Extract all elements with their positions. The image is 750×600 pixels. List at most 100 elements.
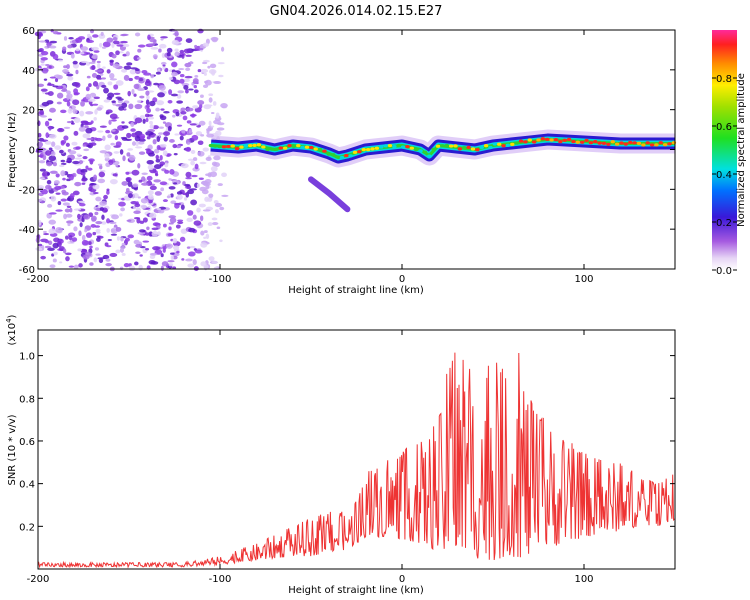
- spectrogram-noise-speckle: [160, 265, 164, 271]
- snr-xtick-label: -200: [27, 574, 50, 585]
- signal-peak-marker: [483, 143, 489, 148]
- spectrogram-noise-speckle: [167, 125, 172, 132]
- spectrogram-noise-speckle: [121, 242, 126, 246]
- spectrogram-noise-speckle: [162, 246, 167, 250]
- spectrogram-noise-speckle: [141, 176, 146, 182]
- spectrogram-noise-speckle: [121, 181, 128, 186]
- spectrogram-noise-speckle: [134, 117, 143, 124]
- spectrogram-noise-speckle: [97, 62, 101, 69]
- spectrogram-noise-speckle: [103, 87, 109, 94]
- spectrogram-noise-speckle: [87, 98, 96, 102]
- spectrogram-noise-speckle: [202, 59, 210, 63]
- spectrogram-noise-speckle: [68, 174, 74, 181]
- spectrogram-noise-speckle: [156, 207, 161, 211]
- spectrogram-noise-speckle: [73, 208, 82, 211]
- signal-peak-marker: [466, 145, 471, 149]
- spectrogram-noise-speckle: [48, 125, 52, 131]
- spectrogram-noise-speckle: [153, 148, 160, 154]
- spectrogram-noise-speckle: [176, 194, 183, 200]
- spectrogram-noise-speckle: [72, 63, 80, 69]
- spectrogram-noise-speckle: [55, 173, 60, 178]
- signal-peak-marker: [444, 143, 449, 148]
- snr-ylabel: SNR (10 * v/v): [7, 414, 18, 485]
- spectrogram-noise-speckle: [180, 163, 189, 169]
- spectrogram-noise-speckle: [111, 42, 115, 48]
- signal-peak-marker: [658, 141, 664, 145]
- spectrogram-noise-speckle: [79, 110, 85, 117]
- spectrogram-noise-speckle: [49, 76, 56, 79]
- spectrogram-noise-speckle: [161, 52, 166, 58]
- spectrogram-noise-speckle: [49, 264, 56, 269]
- spectrogram-noise-speckle: [78, 36, 86, 40]
- spectrogram-noise-speckle: [91, 73, 98, 78]
- spectrogram-noise-speckle: [200, 134, 205, 137]
- spectrogram-xlabel: Height of straight line (km): [288, 285, 424, 296]
- spectrogram-noise-speckle: [184, 75, 193, 79]
- spectrogram-noise-speckle: [93, 50, 100, 53]
- spectrogram-noise-speckle: [176, 124, 183, 127]
- spectrogram-noise-speckle: [89, 245, 93, 249]
- spectrogram-noise-speckle: [179, 74, 185, 78]
- spectrogram-noise-speckle: [160, 253, 164, 258]
- spectrogram-noise-speckle: [182, 115, 188, 121]
- spectrogram-noise-speckle: [60, 109, 67, 114]
- spectrogram-noise-speckle: [168, 263, 174, 267]
- spectrogram-noise-speckle: [168, 222, 174, 225]
- spectrogram-noise-speckle: [105, 263, 112, 267]
- spectrogram-noise-speckle: [54, 185, 62, 191]
- spectrogram-noise-speckle: [133, 239, 140, 245]
- signal-peak-marker: [383, 144, 388, 148]
- spectrogram-noise-speckle: [216, 127, 225, 131]
- spectrogram-noise-speckle: [135, 251, 141, 255]
- spectrogram-noise-speckle: [138, 264, 143, 271]
- spectrogram-noise-speckle: [60, 139, 67, 145]
- spectrogram-noise-speckle: [130, 122, 135, 127]
- spectrogram-noise-speckle: [112, 37, 118, 41]
- spectrogram-noise-speckle: [199, 215, 204, 222]
- spectrogram-noise-speckle: [104, 152, 110, 159]
- spectrogram-noise-speckle: [133, 210, 141, 214]
- signal-peak-marker: [606, 142, 611, 146]
- spectrogram-noise-speckle: [79, 222, 83, 228]
- spectrogram-noise-speckle: [48, 219, 57, 225]
- spectrogram-noise-speckle: [170, 200, 177, 205]
- spectrogram-noise-speckle: [92, 231, 97, 236]
- spectrogram-noise-speckle: [146, 135, 151, 140]
- spectrogram-ytick-label: -60: [19, 265, 35, 276]
- colorbar: 0.0 0.2 0.4 0.6 0.8 Normalized spectral ampl…: [712, 30, 747, 277]
- spectrogram-noise-speckle: [109, 59, 114, 63]
- spectrogram-noise-speckle: [194, 75, 199, 78]
- spectrogram-noise-speckle: [93, 174, 98, 181]
- spectrogram-noise-speckle: [194, 44, 198, 49]
- spectrogram-noise-speckle: [210, 36, 219, 41]
- spectrogram-noise-speckle: [95, 221, 103, 225]
- spectrogram-noise-speckle: [146, 159, 154, 165]
- spectrogram-noise-speckle: [75, 146, 81, 150]
- spectrogram-noise-speckle: [51, 141, 56, 147]
- spectrogram-noise-speckle: [40, 115, 48, 118]
- spectrogram-noise-speckle: [55, 227, 63, 233]
- snr-xtick-label: 100: [574, 574, 593, 585]
- signal-peak-marker: [479, 145, 484, 149]
- spectrogram-noise-speckle: [120, 207, 125, 212]
- spectrogram-noise-speckle: [67, 222, 71, 227]
- spectrogram-noise-speckle: [200, 261, 207, 267]
- spectrogram-noise-speckle: [121, 43, 130, 48]
- spectrogram-noise-speckle: [127, 90, 131, 97]
- spectrogram-noise-speckle: [170, 93, 179, 97]
- spectrogram-noise-speckle: [66, 220, 74, 224]
- signal-peak-marker: [527, 138, 532, 142]
- spectrogram-noise-speckle: [168, 76, 174, 81]
- spectrogram-noise-speckle: [160, 187, 165, 192]
- spectrogram-noise-speckle: [66, 64, 70, 70]
- spectrogram-noise-speckle: [163, 131, 171, 137]
- spectrogram-noise-speckle: [160, 108, 165, 111]
- spectrogram-noise-speckle: [165, 243, 173, 249]
- signal-peak-marker: [409, 146, 415, 150]
- spectrogram-axes: -200 -100 0 100 60 40 20 0 -20 -40 -60: [19, 26, 675, 285]
- spectrogram-noise-speckle: [158, 48, 162, 53]
- spectrogram-noise-speckle: [193, 84, 197, 89]
- spectrogram-noise-speckle: [172, 114, 176, 118]
- spectrogram-noise-speckle: [195, 131, 203, 136]
- spectrogram-noise-speckle: [135, 243, 143, 248]
